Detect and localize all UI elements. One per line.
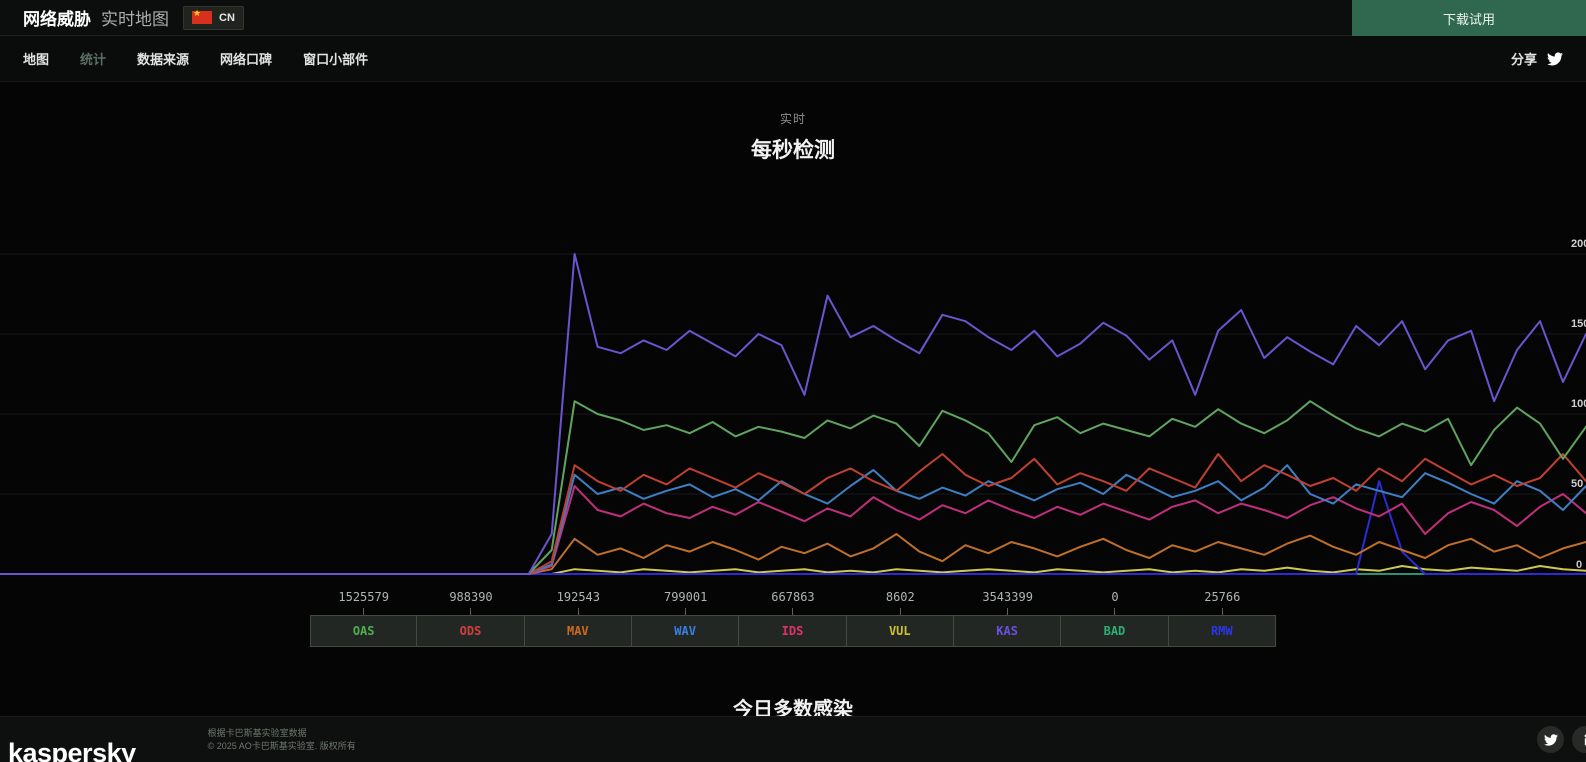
chart-legend: 1525579 OAS 988390 ODS 192543 MAV 799001 WAV 667… (310, 590, 1276, 647)
legend-button-ods[interactable]: ODS (416, 615, 525, 647)
series-line-mav (0, 533, 1586, 575)
stat-tick (577, 608, 579, 615)
legend-button-bad[interactable]: BAD (1060, 615, 1169, 647)
nav-item-地图[interactable]: 地图 (23, 52, 50, 67)
legend-button-rmw[interactable]: RMW (1167, 615, 1276, 647)
legend-button-vul[interactable]: VUL (845, 615, 954, 647)
stat-tick (1007, 608, 1009, 615)
y-axis-label-150: 150 (1571, 318, 1586, 330)
nav-item-数据来源[interactable]: 数据来源 (137, 52, 190, 67)
stat-value-wav: 799001 (663, 590, 708, 604)
download-trial-button[interactable]: 下载试用 (1352, 0, 1586, 36)
stat-value-ods: 988390 (449, 590, 493, 604)
legend-button-wav[interactable]: WAV (630, 615, 740, 647)
footer-social-icon-partial[interactable] (1572, 726, 1586, 753)
stat-tick (792, 608, 794, 615)
stat-value-rmw: 25766 (1204, 590, 1241, 604)
legend-button-oas[interactable]: OAS (310, 615, 418, 647)
series-line-kas (0, 253, 1586, 575)
chart-title: 每秒检测 (751, 139, 835, 162)
stat-tick (470, 608, 472, 615)
section-heading: 今日多数感染 (733, 699, 853, 721)
legend-item-rmw: 25766 RMW (1167, 590, 1276, 647)
twitter-icon[interactable] (1547, 51, 1563, 67)
legend-button-kas[interactable]: KAS (952, 615, 1062, 647)
language-selector[interactable]: CN (183, 5, 244, 30)
nav-item-窗口小部件[interactable]: 窗口小部件 (303, 52, 369, 67)
stat-tick (363, 608, 365, 615)
footer-social (1537, 726, 1586, 753)
top-bar: 网络威胁 实时地图 CN 下载试用 (0, 0, 1586, 36)
footer-twitter-icon[interactable] (1537, 726, 1564, 753)
legend-item-bad: 0 BAD (1060, 590, 1169, 647)
legend-item-vul: 8602 VUL (845, 590, 954, 647)
nav-right: 分享 (1511, 49, 1563, 68)
legend-item-kas: 3543399 KAS (952, 590, 1062, 647)
brand-subtitle: 实时地图 (101, 10, 169, 29)
legend-item-oas: 1525579 OAS (310, 590, 418, 647)
footer-text: 根据卡巴斯基实验室数据 © 2025 AO卡巴斯基实验室. 版权所有 (208, 727, 356, 753)
detections-chart: 50 100 150 200 0 (0, 238, 1586, 575)
stat-tick (1114, 608, 1116, 615)
main-nav: 地图 统计 数据来源 网络口碑 窗口小部件 分享 (0, 36, 1586, 82)
legend-item-wav: 799001 WAV (630, 590, 740, 647)
series-line-vul (0, 565, 1586, 575)
stat-value-bad: 0 (1111, 590, 1119, 604)
legend-item-mav: 192543 MAV (523, 590, 632, 647)
stat-tick (685, 608, 687, 615)
legend-button-mav[interactable]: MAV (523, 615, 632, 647)
footer-line2: © 2025 AO卡巴斯基实验室. 版权所有 (207, 740, 356, 751)
footer: kaspersky 根据卡巴斯基实验室数据 © 2025 AO卡巴斯基实验室. … (0, 716, 1586, 762)
y-axis-label-100: 100 (1571, 398, 1586, 410)
y-axis-label-50: 50 (1571, 478, 1583, 490)
share-button[interactable]: 分享 (1510, 52, 1537, 67)
y-axis-label-200: 200 (1571, 238, 1586, 250)
brand-title: 网络威胁 (23, 10, 91, 29)
footer-line1: 根据卡巴斯基实验室数据 (207, 727, 307, 738)
series-line-ids (0, 485, 1586, 575)
nav-item-统计[interactable]: 统计 (80, 52, 107, 67)
language-code: CN (219, 11, 235, 24)
kaspersky-logo: kaspersky (8, 738, 136, 762)
nav-items: 地图 统计 数据来源 网络口碑 窗口小部件 (23, 49, 399, 68)
stat-tick (899, 608, 901, 615)
nav-item-网络口碑[interactable]: 网络口碑 (220, 52, 273, 67)
legend-item-ods: 988390 ODS (416, 590, 525, 647)
y-axis-label-0: 0 (1576, 559, 1582, 571)
stat-value-ids: 667863 (771, 590, 815, 604)
chart-subtitle: 实时 (779, 112, 806, 126)
series-line-ods (0, 453, 1586, 575)
statistics-section: 实时 每秒检测 50 100 150 200 0 1525579 OAS 988390 ODS… (0, 82, 1586, 722)
chart-header: 实时 每秒检测 (0, 82, 1586, 164)
cn-flag-icon (192, 8, 212, 24)
legend-button-ids[interactable]: IDS (738, 615, 847, 647)
stat-value-kas: 3543399 (982, 590, 1033, 604)
stat-value-vul: 8602 (885, 590, 915, 604)
stat-value-mav: 192543 (556, 590, 600, 604)
series-line-wav (0, 464, 1586, 575)
series-line-rmw (0, 480, 1586, 575)
legend-item-ids: 667863 IDS (738, 590, 847, 647)
stat-value-oas: 1525579 (338, 590, 389, 604)
stat-tick (1221, 608, 1223, 615)
